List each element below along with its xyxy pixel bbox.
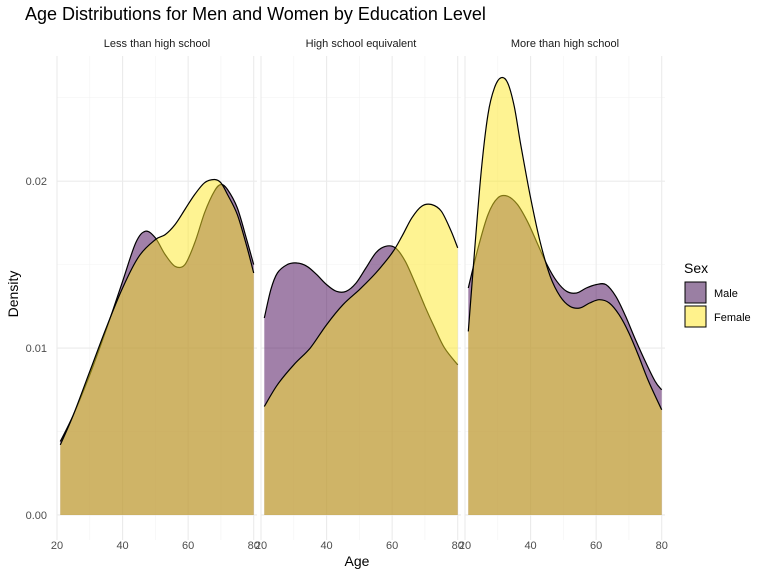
x-tick-label: 60 (590, 540, 602, 552)
legend-label-female: Female (714, 312, 751, 324)
x-tick-label: 80 (248, 540, 260, 552)
legend-label-male: Male (714, 288, 738, 300)
density-line-female (263, 203, 459, 407)
x-tick-label: 40 (320, 540, 332, 552)
density-area-female (264, 204, 458, 516)
x-tick-label: 40 (116, 540, 128, 552)
panel-3: More than high school 20 40 60 80 (459, 38, 668, 552)
x-tick-label: 20 (459, 540, 471, 552)
facet-label: High school equivalent (306, 38, 417, 50)
x-tick-label: 20 (51, 540, 63, 552)
y-tick-label: 0.00 (26, 510, 47, 522)
panel-2: High school equivalent 20 40 60 80 (255, 38, 464, 552)
density-line-female (59, 178, 255, 446)
x-tick-label: 20 (255, 540, 267, 552)
y-axis-ticks: 0.00 0.01 0.02 (26, 176, 47, 522)
x-tick-label: 80 (452, 540, 464, 552)
y-tick-label: 0.01 (26, 343, 47, 355)
legend-key-female (684, 305, 707, 328)
chart-title: Age Distributions for Men and Women by E… (25, 4, 486, 24)
legend-key-male (684, 281, 707, 304)
density-area-female (468, 77, 662, 515)
density-area-female (60, 179, 254, 515)
x-tick-label: 60 (386, 540, 398, 552)
facet-label: Less than high school (104, 38, 210, 50)
facet-label: More than high school (511, 38, 619, 50)
legend: Sex Male Female (684, 260, 751, 328)
density-line-female (467, 76, 663, 411)
legend-items: Male Female (684, 281, 751, 328)
legend-title: Sex (684, 260, 708, 276)
x-axis-title: Age (345, 553, 370, 569)
panel-1: Less than high school 20 40 60 80 (51, 38, 260, 552)
x-tick-label: 40 (524, 540, 536, 552)
x-tick-label: 80 (656, 540, 668, 552)
x-tick-label: 60 (182, 540, 194, 552)
y-axis-title: Density (5, 271, 21, 318)
y-tick-label: 0.02 (26, 176, 47, 188)
